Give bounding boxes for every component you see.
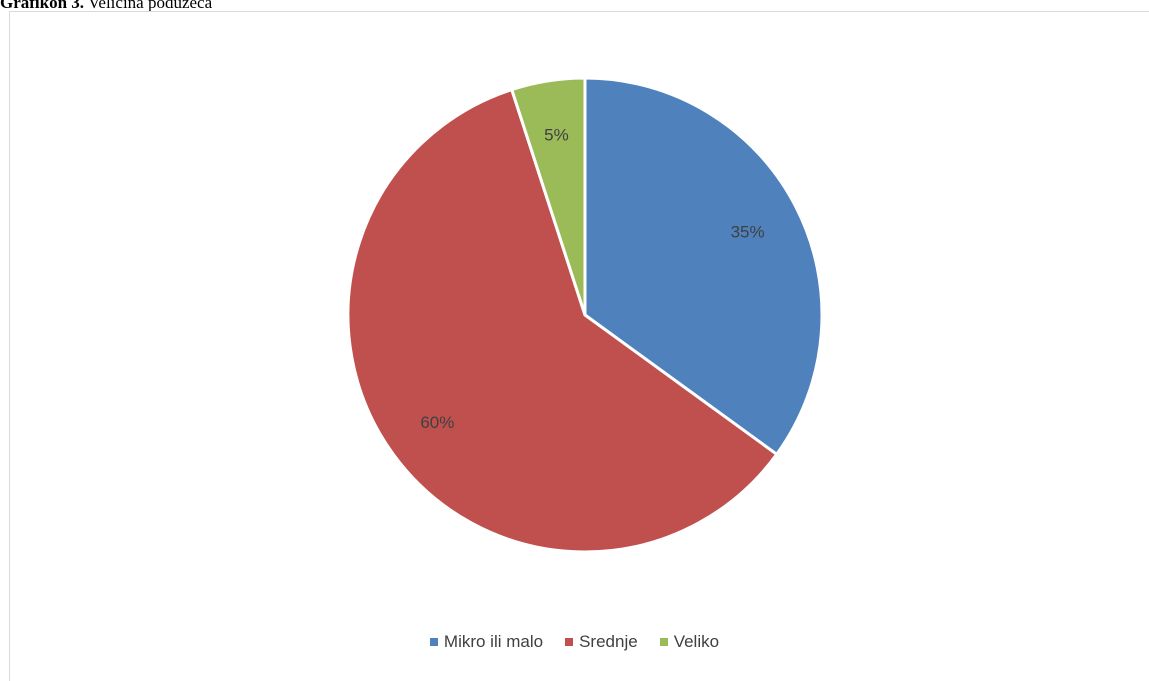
pie-slice-mikro-ili-malo — [583, 76, 824, 457]
caption-text: Veličina poduzeća — [88, 0, 213, 12]
pie-slices — [346, 76, 824, 554]
data-label-srednje: 60% — [420, 413, 454, 432]
chart-frame — [9, 11, 1149, 681]
data-label-veliko: 5% — [544, 125, 569, 144]
legend-label: Mikro ili malo — [443, 632, 544, 651]
legend-swatch — [659, 638, 668, 646]
legend-item-srednje: Srednje — [565, 632, 638, 652]
data-label-mikro-ili-malo: 35% — [731, 223, 765, 242]
legend-swatch — [565, 638, 574, 646]
figure-caption: Grafikon 3. Veličina poduzeća — [0, 0, 212, 13]
legend-item-veliko: Veliko — [659, 632, 720, 652]
pie-slice-veliko — [509, 76, 587, 316]
pie-slice-srednje — [346, 87, 779, 554]
legend-label: Veliko — [673, 632, 720, 651]
legend-label: Srednje — [579, 632, 638, 651]
chart-legend: Mikro ili malo Srednje Veliko — [0, 632, 1149, 652]
pie-data-labels: 35% 60% 5% — [420, 125, 764, 432]
caption-label: Grafikon 3. — [0, 0, 85, 12]
legend-item-mikro-ili-malo: Mikro ili malo — [429, 632, 544, 652]
legend-swatch — [429, 638, 438, 646]
